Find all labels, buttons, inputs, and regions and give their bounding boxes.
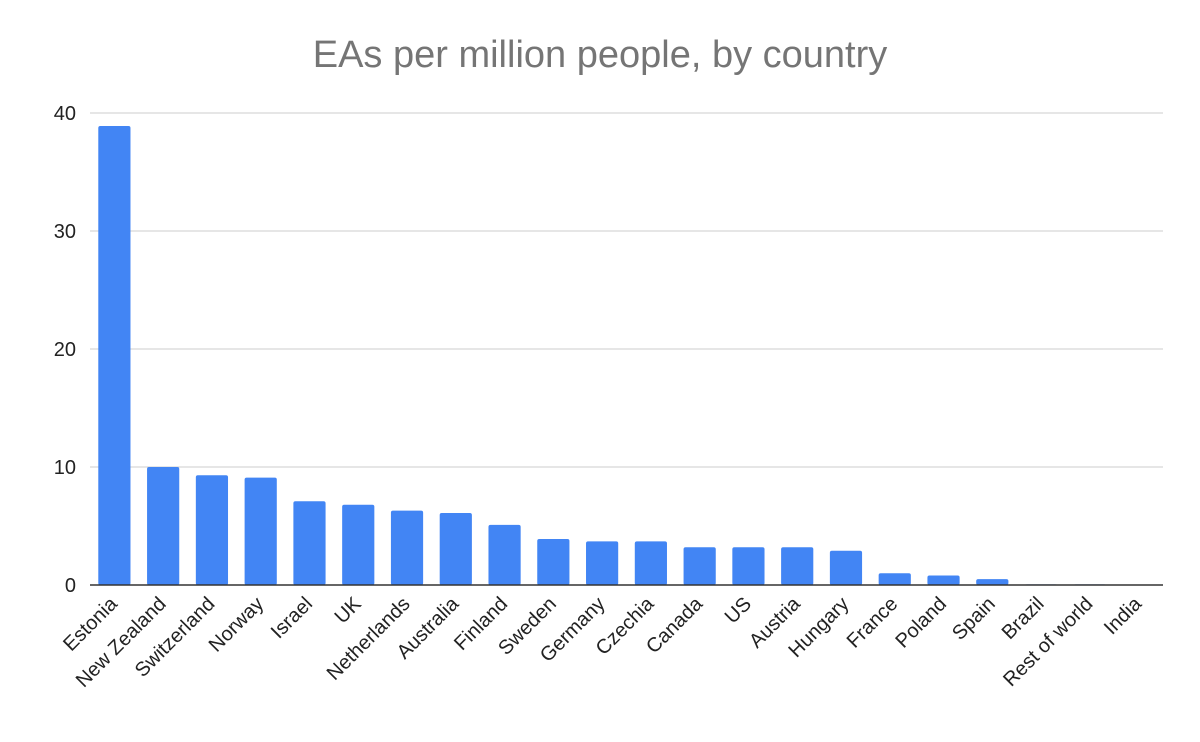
x-tick-label: Spain: [948, 593, 1000, 645]
x-tick-label: UK: [331, 593, 367, 629]
bars: [98, 125, 1106, 585]
bar: [878, 573, 911, 585]
x-tick-label: US: [721, 593, 756, 628]
y-tick-label: 30: [54, 221, 76, 243]
bar: [732, 547, 765, 585]
bar: [390, 510, 424, 585]
x-tick-label: France: [843, 593, 903, 653]
x-tick-label: Israel: [267, 593, 317, 643]
y-tick-label: 10: [54, 457, 76, 479]
bar: [439, 513, 472, 585]
bar: [634, 541, 667, 585]
y-tick-label: 0: [65, 575, 76, 597]
bar: [683, 547, 716, 585]
bar: [781, 547, 814, 585]
bar: [537, 538, 570, 585]
grid-lines: [90, 112, 1163, 468]
y-axis-ticks: 0 10 20 30 40: [54, 103, 76, 597]
bar: [195, 475, 229, 585]
bar: [342, 504, 375, 585]
bar: [293, 501, 326, 585]
bar: [976, 579, 1009, 585]
bar: [829, 550, 863, 585]
x-tick-label: Poland: [891, 593, 951, 653]
bar: [147, 467, 180, 585]
bar: [586, 541, 619, 585]
chart-title: EAs per million people, by country: [312, 34, 888, 76]
y-tick-label: 20: [54, 339, 76, 361]
x-tick-label: India: [1100, 592, 1147, 639]
y-tick-label: 40: [54, 103, 76, 125]
x-tick-label: Norway: [205, 593, 268, 656]
bar: [488, 524, 521, 585]
bar: [244, 477, 277, 585]
bar: [98, 125, 131, 585]
bar: [927, 575, 960, 585]
